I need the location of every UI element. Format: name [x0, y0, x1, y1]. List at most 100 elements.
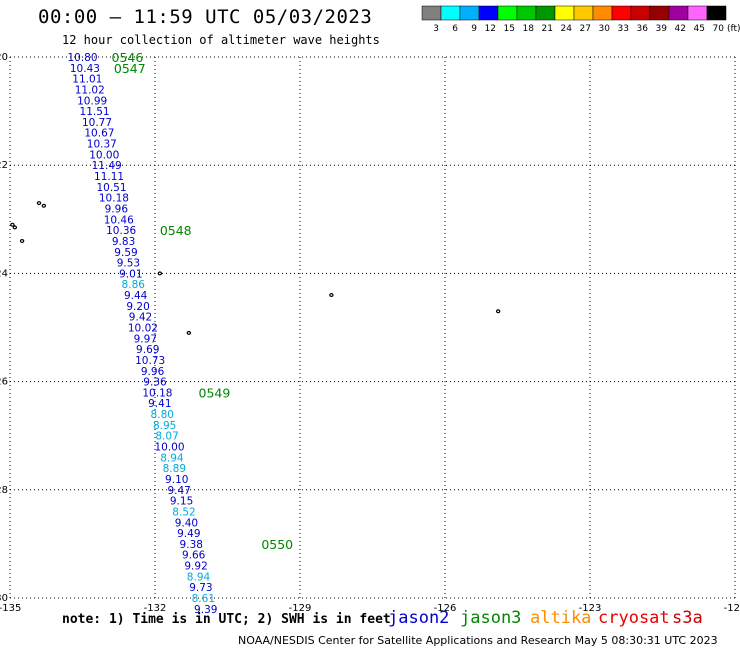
legend-swatch	[459, 5, 480, 21]
wave-height-point: 9.69	[136, 344, 159, 356]
wave-height-point: 9.01	[119, 268, 142, 280]
wave-height-point: 10.99	[77, 95, 107, 107]
legend-swatch	[573, 5, 594, 21]
wave-height-point: 9.15	[170, 496, 193, 508]
data-points: 10.8010.4311.0111.0210.9911.5110.7710.67…	[67, 52, 217, 616]
footer-note: note: 1) Time is in UTC; 2) SWH is in fe…	[62, 612, 391, 627]
chart-axes: -135 -132 -129 -126 -123 -120 -20 -22 -24 -26 -28 -…	[0, 52, 740, 614]
page-subtitle: 12 hour collection of altimeter wave hei…	[62, 33, 380, 47]
wave-height-point: 8.61	[192, 593, 215, 605]
legend-swatch	[497, 5, 518, 21]
island-markers	[10, 201, 501, 335]
wave-height-point: 9.40	[175, 517, 198, 529]
wave-height-point: 9.96	[141, 366, 165, 378]
legend-label: 15	[504, 24, 515, 34]
legend-label: 36	[637, 24, 649, 34]
wave-height-point: 9.20	[126, 301, 149, 313]
wave-height-point: 9.83	[112, 236, 135, 248]
y-tick-label: -24	[0, 268, 8, 279]
island-marker	[41, 203, 47, 208]
legend-label: 39	[656, 24, 668, 34]
wave-height-point: 8.80	[151, 409, 174, 421]
x-tick-label: -126	[434, 603, 457, 614]
legend-swatch	[516, 5, 537, 21]
legend-swatch	[592, 5, 613, 21]
island-marker	[36, 201, 42, 206]
x-tick-label: -120	[724, 603, 740, 614]
wave-height-point: 10.46	[104, 214, 134, 226]
legend-label: 27	[580, 24, 591, 34]
legend-label: 70	[713, 24, 725, 34]
legend-swatch	[706, 5, 727, 21]
satellite-altika: altika	[530, 608, 592, 628]
wave-height-point: 10.80	[67, 52, 97, 64]
legend-swatch	[554, 5, 575, 21]
y-tick-label: -20	[0, 52, 8, 63]
satellite-s3a: s3a	[672, 608, 703, 628]
legend-unit: (ft)	[727, 24, 740, 34]
wave-height-point: 9.41	[148, 398, 171, 410]
wave-height-point: 9.42	[129, 312, 152, 324]
x-tick-label: -129	[289, 603, 312, 614]
wave-height-point: 10.51	[96, 182, 126, 194]
wave-height-point: 10.02	[128, 323, 158, 335]
wave-height-point: 9.66	[182, 550, 206, 562]
legend-label: 3	[433, 24, 439, 34]
wave-height-point: 11.51	[80, 106, 110, 118]
wave-height-point: 9.36	[143, 377, 167, 389]
island-marker	[19, 238, 25, 243]
wave-height-point: 10.36	[106, 225, 136, 237]
island-marker	[12, 225, 18, 230]
wave-height-point: 11.49	[92, 160, 122, 172]
legend-swatch	[649, 5, 670, 21]
time-label: 0549	[199, 385, 231, 400]
wave-height-point: 11.01	[72, 74, 102, 86]
page-title: 00:00 – 11:59 UTC 05/03/2023	[38, 6, 373, 28]
time-label: 0546	[112, 50, 144, 65]
wave-height-point: 9.97	[134, 333, 157, 345]
y-tick-label: -28	[0, 485, 8, 496]
wave-height-point: 9.59	[114, 247, 137, 259]
wave-height-point: 8.94	[187, 571, 211, 583]
satellite-jason3: jason3	[460, 608, 522, 628]
wave-height-point: 10.77	[82, 117, 112, 129]
legend-label: 18	[523, 24, 535, 34]
footer-credit: NOAA/NESDIS Center for Satellite Applica…	[238, 634, 718, 647]
legend-swatch	[478, 5, 499, 21]
wave-height-point: 8.95	[153, 420, 176, 432]
wave-height-point: 11.11	[94, 171, 124, 183]
x-tick-label: -135	[0, 603, 21, 614]
legend-swatch	[611, 5, 632, 21]
wave-height-point: 9.92	[184, 561, 207, 573]
legend-swatch	[535, 5, 556, 21]
wave-height-point: 9.53	[117, 258, 140, 270]
satellite-cryosat: cryosat	[598, 608, 670, 628]
legend-label: 24	[561, 24, 573, 34]
wave-height-point: 9.73	[189, 582, 212, 594]
time-label: 0547	[114, 61, 146, 76]
wave-height-point: 10.00	[89, 149, 119, 161]
wave-height-point: 10.37	[87, 139, 117, 151]
color-legend: 3 6 9 12 15 18 21 24 27 30 33 36 39 42 45 70 (ft)	[421, 5, 740, 34]
legend-label: 21	[542, 24, 553, 34]
wave-height-point: 9.44	[124, 290, 148, 302]
legend-label: 45	[694, 24, 705, 34]
island-marker	[186, 330, 192, 335]
wave-height-point: 9.39	[194, 604, 217, 616]
legend-swatch	[687, 5, 708, 21]
island-marker	[157, 271, 163, 276]
legend-label: 12	[485, 24, 496, 34]
island-marker	[10, 222, 15, 227]
satellite-jason2: jason2	[388, 608, 450, 628]
wave-height-point: 10.18	[142, 387, 172, 399]
wave-height-point: 11.02	[75, 84, 105, 96]
island-marker	[329, 293, 334, 298]
wave-height-point: 10.67	[84, 128, 114, 140]
wave-height-point: 10.00	[154, 442, 184, 454]
wave-height-point: 8.07	[155, 431, 178, 443]
legend-swatch	[630, 5, 651, 21]
wave-height-point: 8.52	[172, 506, 195, 518]
wave-height-point: 10.43	[70, 63, 100, 75]
wave-height-point: 9.47	[167, 485, 190, 497]
